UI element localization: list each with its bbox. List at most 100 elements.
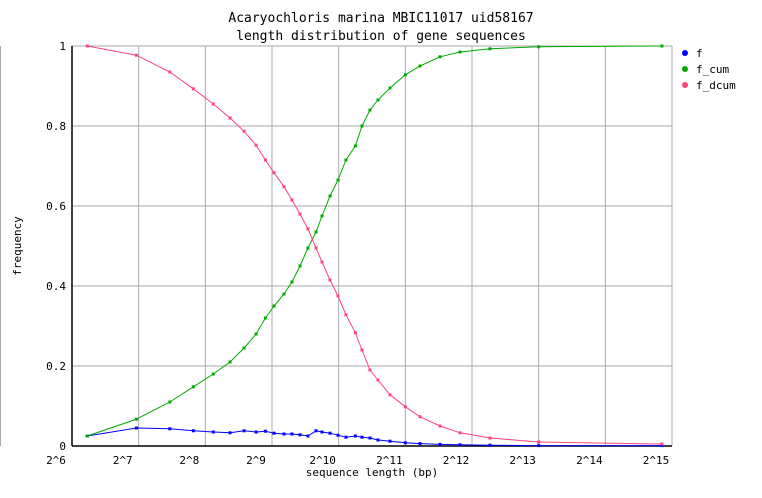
data-point-f (272, 431, 276, 435)
series-line-f_dcum (87, 45, 662, 445)
data-point-f_cum (344, 158, 348, 162)
data-point-f_dcum (344, 313, 348, 317)
data-point-f_cum (306, 246, 310, 250)
data-point-f (660, 444, 664, 448)
data-point-f (314, 429, 318, 433)
data-point-f_cum (328, 194, 332, 198)
x-tick-label: 2^9 (246, 454, 266, 467)
data-point-f_cum (228, 360, 232, 364)
data-point-f (211, 430, 215, 434)
series-group (85, 44, 664, 448)
data-point-f (191, 429, 195, 433)
data-point-f (488, 443, 492, 447)
data-point-f_cum (282, 292, 286, 296)
series-f_dcum (85, 44, 664, 446)
data-point-f (242, 429, 246, 433)
data-point-f (168, 427, 172, 431)
data-point-f_dcum (85, 44, 89, 48)
data-point-f_dcum (336, 294, 340, 298)
data-point-f (306, 434, 310, 438)
data-point-f_cum (314, 230, 318, 234)
x-tick-label: 2^14 (576, 454, 603, 467)
data-point-f (298, 433, 302, 437)
data-point-f_cum (254, 332, 258, 336)
data-point-f (360, 435, 364, 439)
data-point-f (403, 441, 407, 445)
data-point-f_dcum (388, 393, 392, 397)
data-point-f_dcum (242, 129, 246, 133)
data-point-f_dcum (360, 348, 364, 352)
legend-label-f: f (696, 47, 703, 60)
data-point-f_cum (458, 50, 462, 54)
data-point-f_dcum (254, 143, 258, 147)
y-axis-label: frequency (11, 216, 24, 276)
legend-label-f_cum: f_cum (696, 63, 729, 76)
y-tick-label: 0.8 (46, 120, 66, 133)
data-point-f_dcum (134, 53, 138, 57)
data-point-f_dcum (328, 278, 332, 282)
x-tick-label: 2^13 (509, 454, 536, 467)
y-tick-label: 1 (59, 40, 66, 53)
data-point-f_dcum (438, 424, 442, 428)
legend-marker-f (682, 50, 688, 56)
data-point-f_cum (388, 86, 392, 90)
series-line-f_cum (87, 45, 662, 437)
legend-label-f_dcum: f_dcum (696, 79, 736, 92)
data-point-f_dcum (403, 405, 407, 409)
data-point-f_dcum (290, 198, 294, 202)
data-point-f (368, 436, 372, 440)
data-point-f (263, 429, 267, 433)
data-point-f_cum (168, 400, 172, 404)
data-point-f (344, 435, 348, 439)
data-point-f (134, 426, 138, 430)
chart-subtitle: length distribution of gene sequences (236, 29, 526, 44)
legend-marker-f_cum (682, 66, 688, 72)
data-point-f (418, 442, 422, 446)
data-point-f (228, 431, 232, 435)
data-point-f_cum (537, 45, 541, 49)
data-point-f_cum (418, 64, 422, 68)
data-point-f_cum (263, 316, 267, 320)
data-point-f_cum (336, 178, 340, 182)
data-point-f_dcum (458, 431, 462, 435)
x-tick-label: 2^15 (643, 454, 670, 467)
data-point-f_cum (85, 434, 89, 438)
data-point-f_cum (134, 417, 138, 421)
data-point-f_cum (438, 55, 442, 59)
y-tick-label: 0.2 (46, 360, 66, 373)
y-tick-label: 0 (59, 440, 66, 453)
x-tick-label: 2^11 (376, 454, 403, 467)
chart-title: Acaryochloris marina MBIC11017 uid58167 (228, 11, 533, 26)
data-point-f_cum (272, 304, 276, 308)
data-point-f_dcum (314, 246, 318, 250)
x-tick-label: 2^7 (113, 454, 133, 467)
data-point-f_dcum (191, 87, 195, 91)
data-point-f (290, 432, 294, 436)
data-point-f_dcum (168, 70, 172, 74)
data-point-f_cum (211, 372, 215, 376)
plot-area (72, 46, 672, 446)
data-point-f_dcum (418, 415, 422, 419)
data-point-f_cum (191, 385, 195, 389)
data-point-f_dcum (488, 436, 492, 440)
data-point-f (458, 443, 462, 447)
x-tick-label: 2^8 (179, 454, 199, 467)
data-point-f_cum (376, 98, 380, 102)
data-point-f (254, 430, 258, 434)
series-f_cum (85, 44, 664, 438)
data-point-f_cum (290, 280, 294, 284)
data-point-f_dcum (211, 102, 215, 106)
data-point-f_dcum (368, 368, 372, 372)
legend: f f_cum f_dcum (682, 47, 736, 92)
x-tick-label: 2^10 (309, 454, 336, 467)
data-point-f (438, 442, 442, 446)
x-axis-label: sequence length (bp) (306, 466, 438, 479)
data-point-f (353, 434, 357, 438)
data-point-f_dcum (263, 158, 267, 162)
x-tick-label: 2^12 (443, 454, 470, 467)
data-point-f (376, 438, 380, 442)
data-point-f_dcum (376, 378, 380, 382)
data-point-f_cum (360, 124, 364, 128)
grid (72, 45, 673, 446)
